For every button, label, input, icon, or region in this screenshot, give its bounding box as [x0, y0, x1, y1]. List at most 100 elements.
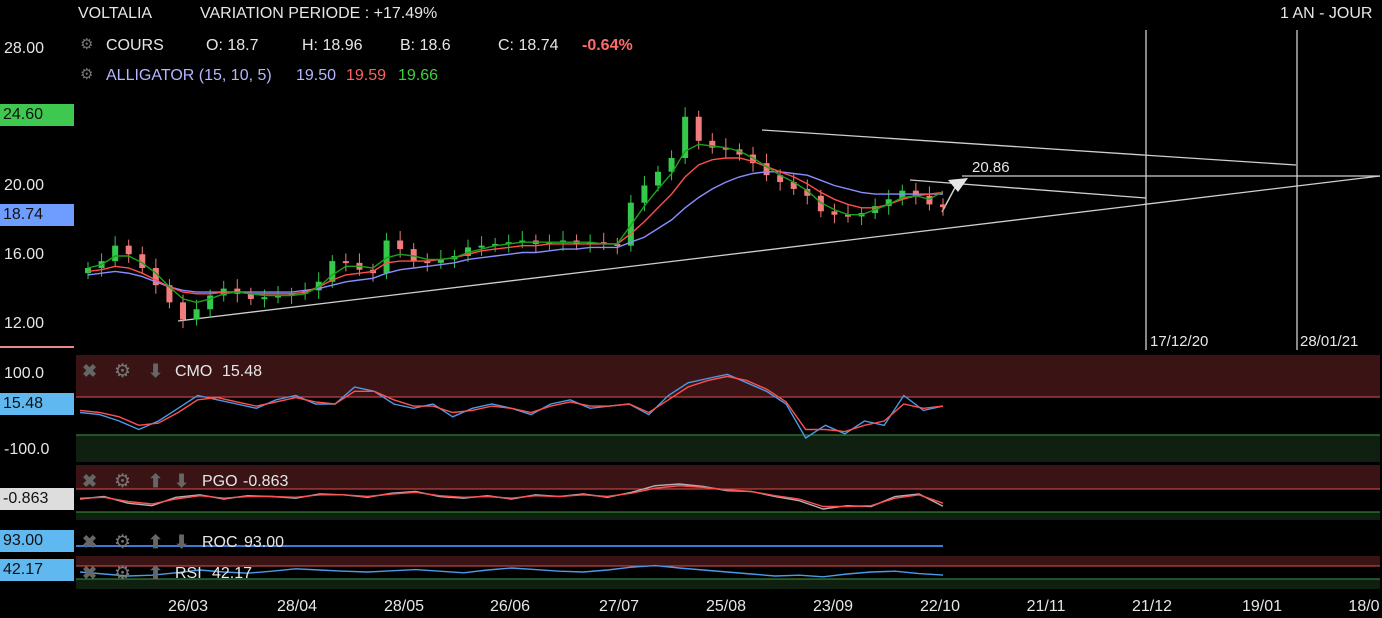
close-icon[interactable]: ✖ [82, 563, 98, 583]
candle [831, 203, 838, 224]
gear-icon[interactable]: ⚙ [114, 532, 132, 553]
candle [410, 243, 417, 268]
pgo-signal-line [79, 484, 944, 508]
candle [926, 186, 933, 211]
candle [112, 236, 119, 268]
arrow-down-icon[interactable]: ⬇ [174, 471, 190, 491]
quote-close: C: 18.74 [498, 37, 559, 54]
x-tick-label: 21/12 [1131, 598, 1173, 615]
candle [858, 206, 865, 226]
candle [234, 279, 241, 303]
gear-icon[interactable]: ⚙ [80, 36, 94, 53]
candle [180, 294, 186, 329]
candle [275, 286, 281, 304]
candle [383, 232, 390, 280]
candle [424, 253, 431, 272]
candle [682, 107, 689, 165]
close-icon[interactable]: ✖ [82, 532, 98, 552]
x-tick-label: 27/07 [598, 598, 640, 615]
arrow-up-icon[interactable]: ⬆ [148, 471, 164, 491]
rsi-label: RSI [175, 565, 202, 582]
roc-label: ROC [202, 534, 238, 551]
arrow-down-icon[interactable]: ⬇ [174, 532, 190, 552]
x-tick-label: 28/04 [276, 598, 318, 615]
candle [899, 184, 906, 206]
cmo-lower-zone [76, 435, 1380, 462]
x-tick-label: 21/11 [1026, 598, 1066, 615]
alligator-lines [87, 143, 944, 304]
candle [940, 198, 946, 216]
roc-value: 93.00 [244, 534, 285, 551]
rsi-upper-zone [76, 556, 1380, 566]
candle [125, 239, 132, 263]
candle [342, 253, 349, 272]
x-tick-label: 25/08 [705, 598, 747, 615]
x-tick-label: 23/09 [812, 598, 854, 615]
candle [817, 189, 824, 218]
candle [465, 239, 471, 262]
triangle-inner-upper [909, 179, 1147, 199]
alligator-teeth-value: 19.59 [346, 67, 387, 84]
x-tick-label: 22/10 [919, 598, 961, 615]
candle [695, 110, 702, 150]
candle [329, 255, 336, 288]
indicator-lines [79, 373, 944, 578]
y-tick-label: 20.00 [4, 177, 45, 194]
instrument-name: VOLTALIA [78, 5, 153, 22]
arrow-up-icon[interactable]: ⬆ [148, 563, 164, 583]
candle [655, 165, 661, 192]
cmo-signal-line [79, 375, 944, 433]
candle [451, 249, 458, 268]
alligator-jaw-line [87, 171, 943, 293]
gear-icon[interactable]: ⚙ [114, 563, 132, 584]
close-icon[interactable]: ✖ [82, 361, 98, 381]
candle [152, 258, 159, 294]
candle [85, 261, 91, 280]
gear-icon[interactable]: ⚙ [114, 471, 132, 492]
candle [193, 299, 200, 326]
price-tag-high: 24.60 [0, 104, 74, 126]
pgo-line [79, 483, 944, 510]
alligator-label: ALLIGATOR (15, 10, 5) [106, 67, 272, 84]
candle [750, 146, 756, 172]
candle [139, 246, 146, 275]
candle [709, 133, 716, 154]
vertical-line-label: 28/01/21 [1300, 333, 1359, 350]
cmo-y-tick: 100.0 [4, 365, 45, 382]
x-tick-label: 19/01 [1241, 598, 1283, 615]
rsi-lower-zone [76, 579, 1380, 589]
close-icon[interactable]: ✖ [82, 471, 98, 491]
candle [845, 205, 851, 223]
price-tag-last: 18.74 [0, 204, 74, 226]
candle [777, 169, 784, 191]
quote-high: H: 18.96 [302, 37, 363, 54]
pgo-upper-zone [76, 465, 1380, 489]
roc-value-tag: 93.00 [0, 530, 74, 552]
cmo-label: CMO [175, 363, 213, 380]
x-tick-label: 18/0 [1348, 598, 1380, 615]
gear-icon[interactable]: ⚙ [80, 66, 94, 83]
rsi-line [79, 564, 944, 578]
trendline-resistance [761, 129, 1297, 166]
alligator-lips-line [87, 143, 944, 304]
gear-icon[interactable]: ⚙ [114, 361, 132, 382]
candle [166, 279, 173, 309]
candle [790, 174, 797, 195]
projection-arrow-head [948, 178, 968, 192]
quote-change: -0.64% [582, 37, 633, 54]
alligator-teeth-line [87, 157, 944, 295]
x-tick-label: 26/03 [167, 598, 209, 615]
cmo-y-tick: -100.0 [4, 441, 50, 458]
arrow-up-icon[interactable]: ⬆ [148, 532, 164, 552]
y-tick-label: 16.00 [4, 246, 45, 263]
vertical-line-label: 17/12/20 [1150, 333, 1209, 350]
arrow-down-icon[interactable]: ⬇ [148, 361, 164, 381]
candle [668, 150, 675, 181]
cmo-value: 15.48 [222, 363, 263, 380]
pgo-value-tag: -0.863 [0, 488, 74, 510]
period-selector[interactable]: 1 AN - JOUR [1280, 5, 1373, 22]
candlesticks [85, 107, 946, 329]
candle [614, 237, 621, 255]
candle [560, 231, 566, 251]
